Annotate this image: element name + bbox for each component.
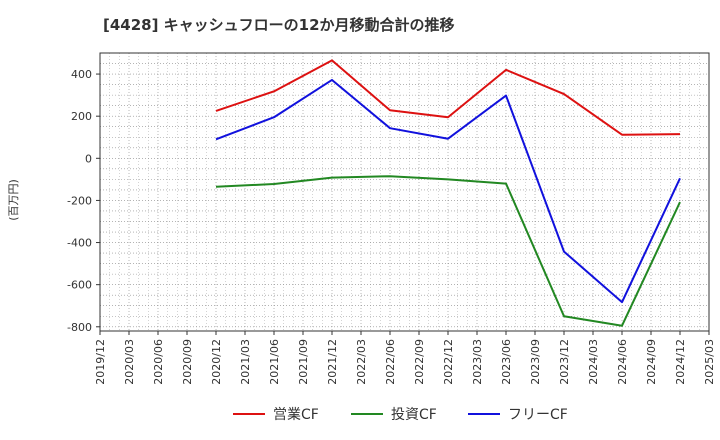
x-tick-label: 2021/03 <box>239 339 252 385</box>
series-line-1 <box>215 175 681 327</box>
x-tick-label: 2024/09 <box>645 339 658 385</box>
x-tick-label: 2021/12 <box>326 339 339 385</box>
chart-title: [4428] キャッシュフローの12か月移動合計の推移 <box>103 16 455 34</box>
x-tick-label: 2023/06 <box>500 339 513 385</box>
x-tick-label: 2022/06 <box>384 339 397 385</box>
x-tick-label: 2025/03 <box>703 339 716 385</box>
y-tick-label: -200 <box>67 194 92 207</box>
x-tick-label: 2019/12 <box>94 339 107 385</box>
x-tick-label: 2024/06 <box>616 339 629 385</box>
x-tick-label: 2020/12 <box>210 339 223 385</box>
x-tick-label: 2023/12 <box>558 339 571 385</box>
x-tick-label: 2020/06 <box>152 339 165 385</box>
plot-frame <box>99 52 710 332</box>
y-tick-label: 200 <box>71 110 92 123</box>
legend-label: フリーCF <box>508 407 568 423</box>
x-tick-label: 2022/09 <box>413 339 426 385</box>
x-tick-label: 2020/09 <box>181 339 194 385</box>
y-axis-label: (百万円) <box>7 179 20 221</box>
x-tick-label: 2024/12 <box>674 339 687 385</box>
series-line-2 <box>215 78 681 304</box>
series-line-0 <box>215 59 681 136</box>
x-tick-label: 2023/09 <box>529 339 542 385</box>
x-tick-label: 2022/12 <box>442 339 455 385</box>
y-axis: 400 200 0 -200 -400 -600 -800 <box>67 68 100 334</box>
x-tick-label: 2023/03 <box>471 339 484 385</box>
legend-label: 営業CF <box>273 407 319 423</box>
y-tick-label: -600 <box>67 279 92 292</box>
series-lines <box>215 59 681 327</box>
x-tick-label: 2021/06 <box>268 339 281 385</box>
y-tick-label: 0 <box>85 152 92 165</box>
x-tick-label: 2021/09 <box>297 339 310 385</box>
x-tick-label: 2020/03 <box>123 339 136 385</box>
x-tick-label: 2024/03 <box>587 339 600 385</box>
y-tick-label: 400 <box>71 68 92 81</box>
legend-label: 投資CF <box>391 407 437 423</box>
x-axis: 2019/12 2020/03 2020/06 2020/09 2020/12 2021/… <box>94 331 716 385</box>
legend: 営業CF 投資CF フリーCF <box>233 407 568 423</box>
y-tick-label: -800 <box>67 321 92 334</box>
x-tick-label: 2022/03 <box>355 339 368 385</box>
grid-lines <box>100 53 709 331</box>
y-tick-label: -400 <box>67 237 92 250</box>
